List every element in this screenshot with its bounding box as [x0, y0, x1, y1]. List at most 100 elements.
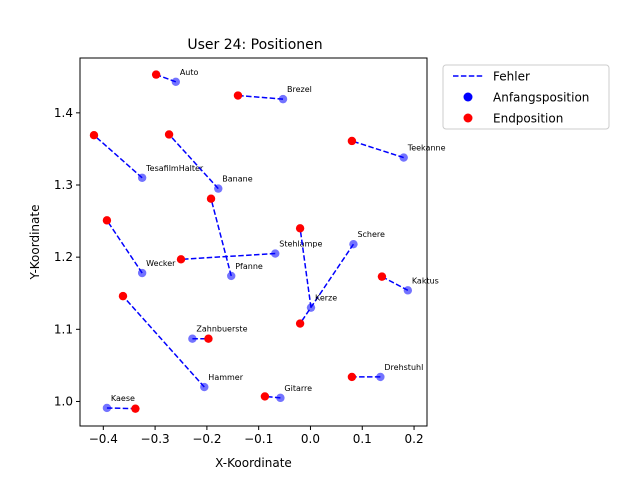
start-point — [271, 249, 280, 258]
object-gitarre: Gitarre — [260, 384, 312, 403]
end-point — [118, 291, 128, 301]
y-axis-title: Y-Koordinate — [28, 205, 42, 281]
object-kaktus: Kaktus — [377, 272, 439, 295]
start-point — [399, 153, 408, 162]
error-line — [210, 198, 232, 277]
x-tick-label: 0.0 — [301, 432, 320, 446]
end-point — [347, 372, 357, 382]
object-stehlampe: Stehlampe — [176, 240, 322, 264]
start-point — [171, 77, 181, 87]
point-label: Kaese — [111, 394, 135, 403]
end-point — [204, 334, 213, 343]
end-point — [260, 392, 270, 401]
point-label: Pfanne — [235, 262, 263, 271]
start-point — [306, 303, 316, 312]
point-label: Zahnbuerste — [196, 325, 247, 334]
error-line — [122, 295, 205, 388]
object-drehstuhl: Drehstuhl — [347, 363, 423, 382]
error-line — [299, 228, 312, 308]
x-tick-label: −0.2 — [192, 432, 221, 446]
object-hammer: Hammer — [118, 291, 244, 392]
plot-area: Auto Brezel Teekanne TesafilmHalter Banane St… — [89, 68, 446, 413]
x-tick-label: −0.1 — [244, 432, 273, 446]
error-line — [351, 140, 404, 159]
start-point — [403, 286, 413, 295]
legend-label: Anfangsposition — [493, 91, 589, 105]
x-axis-title: X-Koordinate — [215, 456, 292, 470]
end-point — [233, 91, 243, 100]
point-label: Wecker — [146, 259, 176, 268]
start-point — [137, 268, 147, 278]
object-brezel: Brezel — [233, 85, 312, 104]
legend-marker-swatch — [463, 113, 473, 123]
legend-label: Endposition — [493, 112, 563, 126]
start-point — [227, 271, 236, 281]
legend-marker-swatch — [463, 92, 473, 102]
point-label: Auto — [180, 68, 199, 77]
end-point — [131, 404, 140, 413]
object-kaese: Kaese — [102, 394, 140, 413]
start-point — [188, 334, 197, 343]
object-tesafilmhalter: TesafilmHalter — [89, 131, 204, 182]
error-line — [106, 407, 136, 410]
start-point — [276, 393, 285, 403]
axes: −0.4 −0.3 −0.2 −0.1 0.0 0.1 0.2 1.0 1.1 1.2 1.3 1.4 — [54, 106, 424, 446]
y-tick-label: 1.2 — [54, 250, 73, 264]
point-label: Kaktus — [412, 276, 439, 285]
point-label: Stehlampe — [279, 240, 322, 249]
end-point — [347, 136, 357, 146]
object-teekanne: Teekanne — [347, 136, 446, 162]
end-point — [206, 194, 216, 203]
start-point — [214, 184, 223, 193]
error-line — [381, 275, 409, 292]
end-point — [377, 272, 387, 281]
end-point — [176, 255, 186, 264]
y-tick-label: 1.0 — [54, 394, 73, 408]
chart-title: User 24: Positionen — [187, 37, 322, 53]
point-label: Gitarre — [284, 384, 312, 393]
point-label: TesafilmHalter — [145, 164, 204, 173]
error-line — [237, 94, 284, 100]
x-tick-label: 0.1 — [353, 432, 372, 446]
object-kerze: Kerze — [295, 224, 337, 312]
error-line — [106, 219, 143, 274]
object-auto: Auto — [151, 68, 199, 87]
object-banane: Banane — [164, 130, 253, 193]
point-label: Kerze — [315, 294, 337, 303]
end-point — [89, 131, 99, 140]
start-point — [376, 372, 385, 382]
object-pfanne: Pfanne — [206, 194, 263, 281]
x-tick-label: −0.4 — [89, 432, 118, 446]
y-tick-label: 1.3 — [54, 178, 73, 192]
end-point — [295, 224, 305, 233]
x-tick-label: 0.2 — [405, 432, 424, 446]
start-point — [137, 173, 147, 182]
y-tick-label: 1.4 — [54, 106, 73, 120]
object-zahnbuerste: Zahnbuerste — [188, 325, 248, 343]
point-label: Banane — [222, 175, 252, 184]
legend-box — [442, 64, 610, 130]
legend: Fehler Anfangsposition Endposition — [442, 64, 610, 130]
error-line — [180, 252, 276, 261]
point-label: Brezel — [287, 85, 312, 94]
start-point — [102, 403, 112, 413]
error-line — [93, 134, 143, 179]
plot-frame — [79, 57, 428, 427]
start-point — [349, 239, 358, 249]
y-tick-label: 1.1 — [54, 322, 73, 336]
point-label: Teekanne — [407, 144, 446, 153]
end-point — [164, 130, 174, 139]
end-point — [151, 70, 161, 79]
error-line — [168, 133, 219, 190]
start-point — [278, 94, 288, 104]
point-label: Hammer — [208, 373, 243, 382]
point-label: Schere — [357, 230, 385, 239]
start-point — [200, 382, 209, 392]
legend-label: Fehler — [493, 70, 530, 84]
object-wecker: Wecker — [102, 216, 176, 278]
point-label: Drehstuhl — [384, 363, 423, 372]
end-point — [295, 319, 305, 328]
x-tick-label: −0.3 — [141, 432, 170, 446]
end-point — [102, 216, 112, 225]
